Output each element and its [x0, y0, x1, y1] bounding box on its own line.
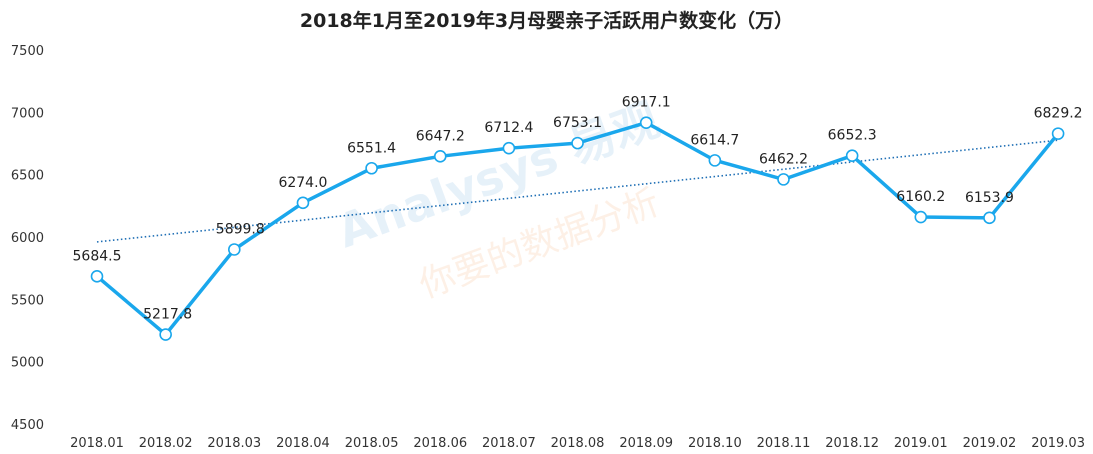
y-tick-label: 6000 [11, 231, 44, 246]
x-tick-label: 2018.06 [413, 436, 467, 451]
data-point-marker [708, 154, 722, 167]
data-point-marker [90, 270, 104, 283]
data-label: 6647.2 [416, 128, 465, 144]
data-point-marker [159, 328, 172, 341]
data-label: 5899.8 [216, 221, 265, 237]
data-point-marker [365, 161, 378, 175]
data-point-marker [296, 196, 310, 210]
x-tick-label: 2018.07 [482, 436, 536, 451]
trendline [96, 139, 1059, 243]
y-tick-label: 6500 [11, 169, 44, 184]
x-tick-label: 2018.03 [207, 436, 261, 451]
y-axis: 4500 5000 5500 6000 6500 7000 7500 [11, 44, 44, 433]
data-label: 6917.1 [622, 95, 671, 111]
data-point-marker [983, 211, 996, 225]
data-label: 6551.4 [347, 140, 396, 156]
data-labels-layer: 5684.5 5217.8 5899.8 6274.0 6551.4 6647.2 6712… [73, 95, 1083, 323]
y-tick-label: 4500 [11, 418, 44, 433]
data-label: 5684.5 [73, 248, 122, 264]
x-tick-label: 2018.12 [825, 436, 879, 451]
data-label: 6160.2 [896, 189, 945, 205]
data-point-marker [777, 173, 790, 186]
x-tick-label: 2019.01 [894, 436, 948, 451]
x-tick-label: 2018.05 [345, 436, 399, 451]
x-tick-label: 2018.09 [619, 436, 673, 451]
x-tick-label: 2019.03 [1031, 436, 1085, 451]
data-point-marker [228, 243, 241, 256]
data-label: 6712.4 [484, 120, 533, 136]
x-tick-label: 2018.04 [276, 436, 330, 451]
x-tick-label: 2018.11 [757, 436, 811, 451]
data-label: 6462.2 [759, 151, 808, 167]
series-layer [90, 116, 1065, 341]
y-tick-label: 5000 [11, 356, 44, 371]
y-tick-label: 5500 [11, 293, 44, 308]
y-tick-label: 7500 [11, 44, 44, 59]
data-label: 6614.7 [690, 132, 739, 148]
trendline-layer [96, 139, 1059, 243]
data-point-marker [571, 136, 584, 150]
data-label: 6829.2 [1034, 106, 1083, 122]
x-tick-label: 2018.01 [70, 436, 124, 451]
data-label: 6753.1 [553, 115, 602, 131]
data-point-marker [845, 149, 859, 162]
data-point-marker [914, 210, 928, 224]
data-point-marker [502, 141, 516, 155]
x-axis: 2018.01 2018.02 2018.03 2018.04 2018.05 2018.… [70, 436, 1085, 451]
chart-title: 2018年1月至2019年3月母婴亲子活跃用户数变化（万） [299, 10, 794, 32]
x-tick-label: 2018.08 [551, 436, 605, 451]
data-point-marker [639, 116, 653, 129]
x-tick-label: 2018.02 [139, 436, 193, 451]
data-label: 5217.8 [143, 307, 192, 323]
x-tick-label: 2018.10 [688, 436, 742, 451]
data-label: 6652.3 [828, 128, 877, 144]
x-tick-label: 2019.02 [963, 436, 1017, 451]
data-label: 6153.9 [965, 190, 1014, 206]
data-point-marker [1051, 127, 1065, 140]
data-label: 6274.0 [278, 175, 327, 191]
data-point-marker [433, 150, 447, 163]
y-tick-label: 7000 [11, 106, 44, 121]
